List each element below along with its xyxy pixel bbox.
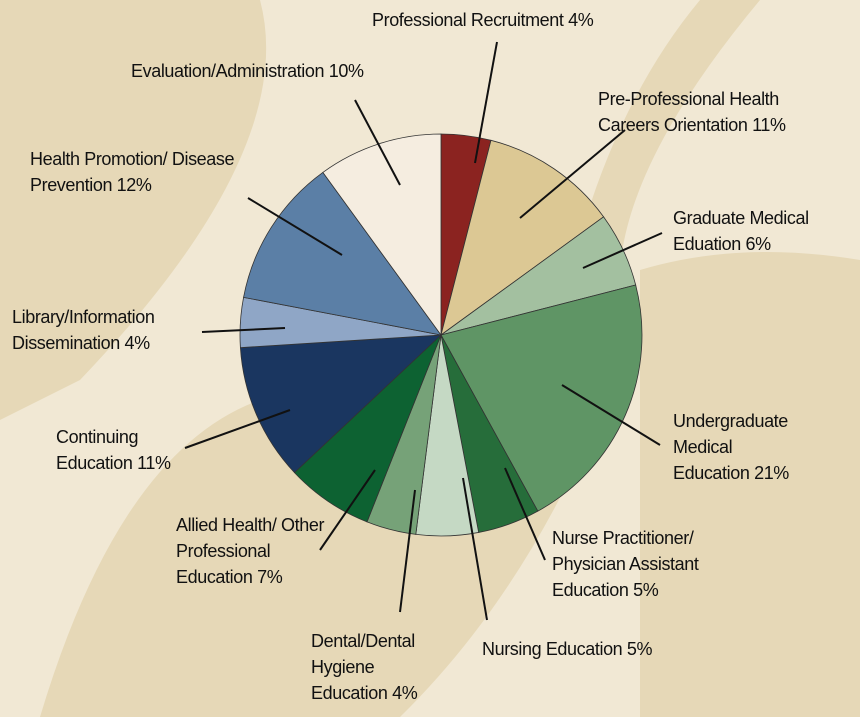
category-name: Evaluation/Administration [131, 61, 325, 81]
slice-label: Professional Recruitment 4% [372, 7, 594, 33]
leader-line [354, 99, 401, 186]
pie-slice [440, 139, 605, 336]
leader-line [462, 477, 488, 621]
leader-line [399, 489, 416, 613]
background-shape [640, 252, 860, 717]
category-name: Allied Health/ Other Professional Educat… [176, 515, 325, 587]
value-label: 10% [328, 61, 364, 81]
category-name: Health Promotion/ Disease Prevention [30, 149, 235, 195]
category-name: Professional Recruitment [372, 10, 564, 30]
category-name: Library/Information Dissemination [12, 307, 155, 353]
category-name: Undergraduate Medical Education [673, 411, 788, 483]
value-label: 4% [568, 10, 594, 30]
category-name: Pre-Professional Health Careers Orientat… [598, 89, 779, 135]
background-shape [0, 0, 267, 420]
slice-label: Nurse Practitioner/ Physician Assistant … [552, 525, 742, 603]
category-name: Continuing Education [56, 427, 139, 473]
category-name: Graduate Medical Eduation [673, 208, 809, 254]
leader-line [247, 197, 343, 256]
pie-slice [243, 171, 442, 336]
slice-label: Undergraduate Medical Education 21% [673, 408, 808, 486]
slice-label: Health Promotion/ Disease Prevention 12% [30, 146, 245, 198]
value-label: 12% [116, 175, 152, 195]
slice-label: Graduate Medical Eduation 6% [673, 205, 838, 257]
leader-line [504, 467, 546, 561]
category-name: Nursing Education [482, 639, 623, 659]
leader-line [582, 232, 663, 269]
leader-line [474, 41, 498, 164]
leader-line [519, 129, 626, 219]
leader-line [201, 327, 286, 333]
slice-label: Evaluation/Administration 10% [131, 58, 364, 84]
slice-label: Pre-Professional Health Careers Orientat… [598, 86, 833, 138]
slice-label: Continuing Education 11% [56, 424, 191, 476]
value-label: 11% [752, 115, 786, 135]
category-name: Nurse Practitioner/ Physician Assistant … [552, 528, 699, 600]
slice-label: Dental/Dental Hygiene Education 4% [311, 628, 439, 706]
slice-label: Nursing Education 5% [482, 636, 653, 662]
leader-line [561, 384, 661, 446]
value-label: 5% [626, 639, 653, 659]
pie-slice [239, 334, 443, 474]
value-label: 7% [257, 567, 283, 587]
category-name: Dental/Dental Hygiene Education [311, 631, 415, 703]
value-label: 4% [124, 333, 150, 353]
value-label: 5% [633, 580, 659, 600]
value-label: 6% [745, 234, 771, 254]
value-label: 4% [392, 683, 418, 703]
leader-line [319, 469, 376, 551]
slice-label: Allied Health/ Other Professional Educat… [176, 512, 348, 590]
slice-label: Library/Information Dissemination 4% [12, 304, 197, 356]
leader-line [184, 409, 291, 449]
pie-slice [440, 284, 643, 512]
value-label: 21% [754, 463, 789, 483]
value-label: 11% [137, 453, 171, 473]
